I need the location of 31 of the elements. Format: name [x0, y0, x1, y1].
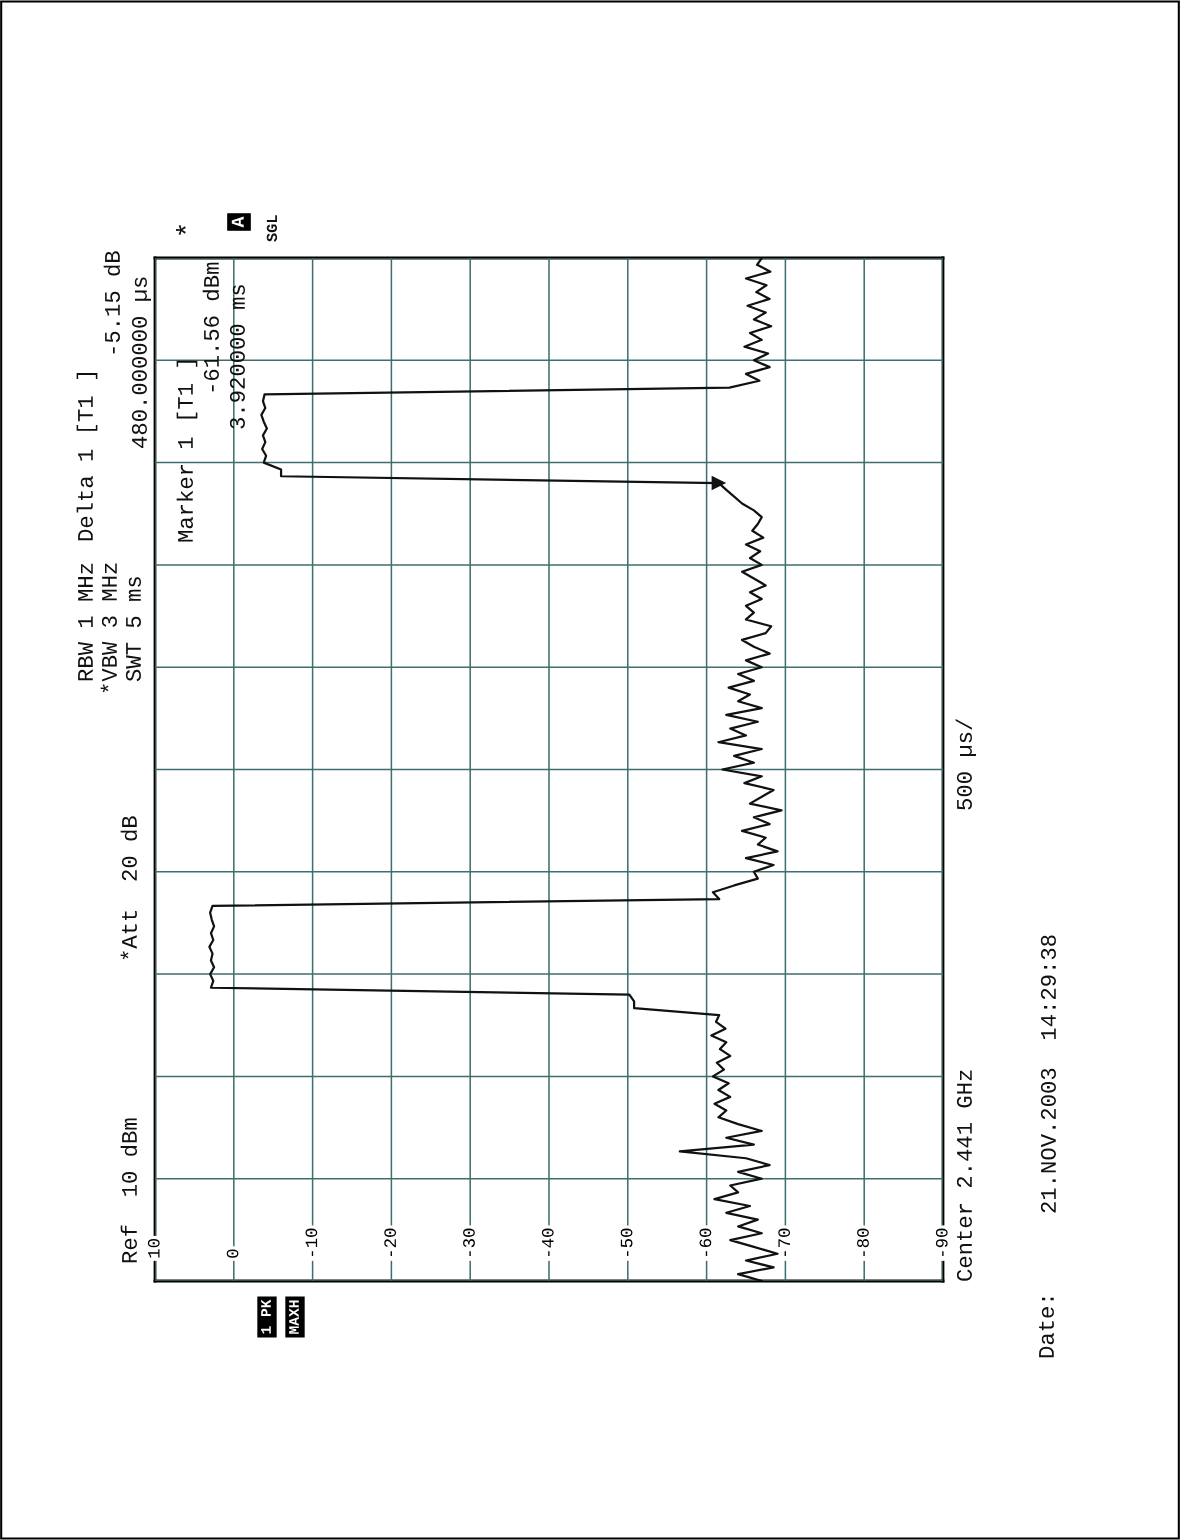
- text: Delta 1 [T1 ]: [76, 373, 98, 541]
- text: *Att 20 dB: [120, 816, 138, 960]
- x-tick-label: 10: [147, 1239, 160, 1258]
- text: Ref 10 dBm: [120, 1118, 138, 1263]
- text: A: [231, 216, 244, 228]
- text: 21.NOV.2003 14:29:38: [1040, 935, 1056, 1213]
- text: *VBW 3 MHz: [100, 563, 117, 693]
- text: SWT 5 ms: [125, 577, 141, 682]
- text: 500 µs/: [955, 718, 977, 810]
- annotation: 3.920000 ms: [229, 285, 245, 429]
- text: SGL: [266, 215, 278, 242]
- text: Center 2.441 GHz: [956, 1070, 972, 1281]
- annotation: Marker 1 [T1 ]: [176, 360, 198, 542]
- x-tick-label: -70: [778, 1228, 791, 1256]
- text: *: [176, 225, 186, 235]
- text: -5.15 dB: [103, 251, 121, 354]
- text: MAXH: [289, 1300, 299, 1334]
- text: 480.000000 µs: [131, 277, 152, 448]
- text: 1 PK: [261, 1299, 271, 1334]
- x-tick-label: -90: [935, 1228, 948, 1256]
- x-tick-label: -50: [620, 1228, 633, 1256]
- x-tick-label: -30: [463, 1228, 475, 1256]
- x-tick-label: -10: [305, 1228, 318, 1256]
- x-tick-label: 0: [226, 1249, 239, 1258]
- x-tick-label: -60: [699, 1228, 712, 1256]
- x-tick-label: -20: [384, 1228, 397, 1256]
- x-tick-label: -80: [857, 1228, 869, 1256]
- text: Date:: [1038, 1297, 1054, 1358]
- x-tick-label: -40: [541, 1228, 554, 1256]
- text: RBW 1 MHz: [78, 563, 93, 681]
- annotation: -61.56 dBm: [202, 262, 220, 392]
